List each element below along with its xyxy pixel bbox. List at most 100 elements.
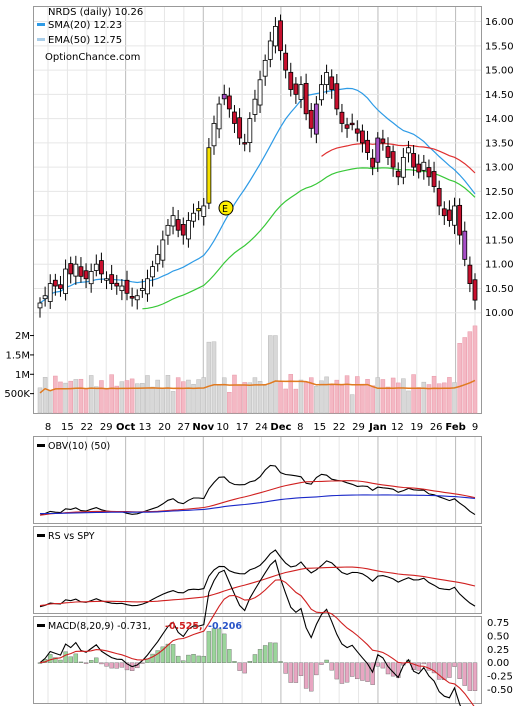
candle-body [211, 123, 217, 147]
volume-bar [457, 343, 462, 414]
macd-histogram-bar [237, 662, 242, 671]
obv-legend-swatch [37, 444, 45, 447]
candle-body [114, 282, 120, 287]
x-tick-label: Nov [192, 422, 214, 433]
macd-histogram-bar [58, 659, 63, 663]
volume-bar [288, 374, 294, 414]
macd-tick-label: 0.00 [487, 658, 509, 669]
volume-tick-label: 1M [15, 370, 30, 381]
volume-bar [283, 388, 288, 414]
candle-body [354, 128, 360, 134]
volume-bar [242, 382, 247, 414]
candle-body [58, 284, 63, 289]
macd-histogram-bar [201, 655, 206, 663]
volume-bar [170, 391, 176, 414]
candle-body [237, 117, 242, 139]
volume-bar [73, 379, 79, 414]
candle-body [216, 103, 222, 130]
earnings-marker-label: E [222, 204, 228, 215]
candle-body [47, 283, 53, 302]
macd-histogram-bar [53, 657, 58, 663]
candle-body [334, 83, 340, 110]
candle-body [452, 205, 457, 226]
candle-body [324, 72, 329, 86]
volume-bar [380, 379, 386, 414]
candle-body [99, 260, 104, 275]
macd-histogram-bar [360, 662, 365, 681]
volume-bar [344, 375, 350, 414]
macd-tick-label: 0.25 [487, 645, 509, 656]
price-tick-label: 12.00 [485, 211, 514, 222]
volume-bar [278, 381, 283, 414]
macd-histogram-bar [191, 654, 196, 663]
volume-bar [191, 383, 196, 414]
volume-bar [385, 386, 391, 414]
sma-legend-swatch [37, 23, 45, 26]
macd-histogram-bar [48, 654, 53, 663]
candle-body [329, 76, 335, 90]
macd-histogram-bar [329, 662, 334, 671]
macd-histogram-bar [472, 662, 478, 691]
volume-bar [237, 384, 242, 414]
macd-histogram-bar [252, 654, 258, 663]
macd-histogram-bar [216, 628, 222, 663]
macd-histogram-bar [94, 657, 99, 663]
moving-averages [39, 87, 476, 310]
macd-histogram-bar [78, 661, 84, 663]
macd-histogram-bar [170, 644, 176, 663]
candle-body [165, 224, 171, 236]
macd-histogram-bar [99, 662, 104, 665]
ema-green-line [142, 167, 476, 310]
candle-body [457, 204, 463, 236]
earnings-marker-icon [218, 200, 234, 216]
volume-bar [47, 390, 53, 414]
volume-bar [273, 335, 278, 414]
candle-body [267, 40, 273, 60]
price-panel-frame [33, 6, 482, 414]
volume-bar [314, 385, 319, 414]
volume-bar [257, 381, 263, 414]
macd-histogram-bar [211, 628, 217, 663]
volume-bar [206, 341, 212, 414]
candle-body [370, 157, 376, 168]
candle-body [313, 103, 319, 135]
volume-bar [155, 379, 160, 414]
macd-histogram-bar [114, 662, 119, 669]
candle-body [395, 170, 401, 178]
candle-body [273, 26, 278, 47]
volume-bar [247, 382, 253, 414]
candle-body [288, 71, 294, 90]
volume-bar [150, 386, 155, 414]
macd-histogram-bar [283, 662, 288, 674]
x-tick-label: 15 [313, 422, 326, 433]
volume-bar [99, 380, 104, 414]
macd-histogram-bar [442, 662, 447, 680]
volume-bar [211, 341, 217, 414]
obv-panel-frame [33, 436, 482, 524]
macd-signal-line [39, 579, 475, 706]
volume-bar [436, 383, 442, 414]
volume-bar [390, 377, 396, 414]
volume-bar [431, 375, 437, 414]
volume-bar [186, 379, 191, 414]
x-tick-label: 19 [410, 422, 423, 433]
volume-bar [140, 383, 145, 414]
macd-histogram-bar [155, 650, 160, 663]
price-tick-label: 10.00 [485, 308, 514, 319]
volume-bar [68, 380, 73, 414]
x-tick-label: 26 [430, 422, 443, 433]
candle-body [462, 230, 468, 260]
candle-body [52, 279, 58, 287]
price-chart-title: NRDS (daily) 10.26 [48, 7, 143, 18]
candlesticks [37, 14, 478, 318]
volume-bar [252, 377, 258, 414]
candle-body [375, 137, 381, 163]
x-tick-label: 8 [297, 422, 303, 433]
x-tick-label: Feb [445, 422, 465, 433]
macd-histogram-bar [268, 642, 273, 663]
macd-histogram-bar [165, 643, 171, 663]
volume-bar [134, 383, 140, 414]
candle-body [447, 209, 452, 221]
candle-body [170, 215, 176, 227]
volume-bar [196, 379, 201, 414]
